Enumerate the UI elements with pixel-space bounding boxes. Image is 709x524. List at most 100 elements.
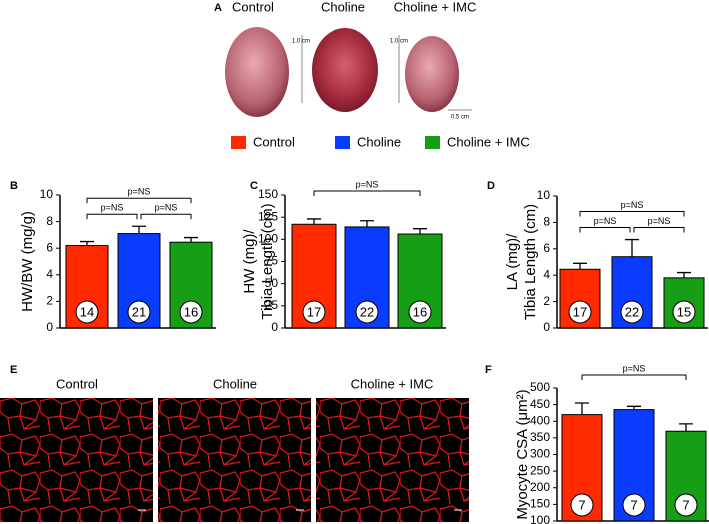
error-bar [677, 271, 691, 278]
y-tick-label: 125 [258, 209, 278, 223]
panel-label: D [487, 180, 495, 192]
y-tick-label: 450 [530, 397, 550, 411]
n-badge [674, 493, 698, 517]
n-badge [568, 300, 592, 324]
n-badge [127, 300, 151, 324]
n-label: 7 [682, 497, 689, 512]
y-tick-label: 25 [265, 298, 279, 312]
y-tick-label: 500 [530, 380, 550, 394]
image-label: Choline [321, 0, 365, 14]
micrograph [316, 398, 469, 522]
error-bar [575, 402, 589, 415]
error-bar [132, 225, 146, 234]
image-label: Control [232, 0, 274, 14]
heart-image [312, 28, 378, 112]
y-tick-label: 150 [258, 187, 278, 201]
n-label: 15 [677, 304, 691, 319]
y-axis-label: HW (mg)/ [241, 229, 258, 294]
image-label: Choline [213, 376, 257, 391]
error-bar [679, 423, 693, 432]
significance-bracket [579, 211, 685, 217]
significance-label: p=NS [621, 200, 644, 210]
y-tick-label: 8 [46, 214, 53, 228]
significance-label: p=NS [648, 216, 671, 226]
panel-a: A Control Choline Choline + IMC 1.0 cm 1… [214, 0, 476, 121]
micrograph [158, 398, 311, 522]
scale-label: 0.5 cm [451, 115, 469, 121]
error-bar [625, 238, 639, 257]
legend-swatch [335, 136, 350, 149]
significance-label: p=NS [594, 216, 617, 226]
y-tick-label: 350 [530, 430, 550, 444]
bar-chart: D LA (mg)/Tibia Length (cm) 0 2 4 6 8 10 17 22 15 p… [487, 180, 708, 334]
panel-label: F [485, 364, 492, 376]
bar-chart: B HW/BW (mg/g) 0 2 4 6 8 10 14 21 16 p=NS p=NS p=NS [10, 180, 216, 334]
y-axis-label: Myocyte CSA (μm²) [514, 389, 531, 519]
y-tick-label: 10 [537, 188, 551, 202]
error-bar [80, 240, 94, 246]
y-tick-label: 4 [46, 267, 53, 281]
n-badge [570, 493, 594, 517]
n-label: 17 [307, 304, 321, 319]
n-label: 17 [573, 304, 587, 319]
panel-e: E Control Choline Choline + IMC [0, 364, 469, 522]
legend-swatch [231, 136, 246, 149]
significance-bracket [581, 374, 687, 380]
n-label: 22 [625, 304, 639, 319]
n-label: 16 [184, 304, 198, 319]
n-badge [179, 300, 203, 324]
y-tick-label: 2 [543, 294, 550, 308]
y-tick-label: 400 [530, 413, 550, 427]
image-label: Choline + IMC [351, 376, 434, 391]
y-tick-label: 4 [543, 267, 550, 281]
y-tick-label: 8 [543, 215, 550, 229]
y-tick-label: 0 [271, 320, 278, 334]
y-tick-label: 50 [265, 276, 279, 290]
significance-bracket [86, 213, 138, 220]
y-tick-label: 200 [530, 480, 550, 494]
heart-image [225, 27, 289, 117]
legend-label: Choline + IMC [447, 134, 530, 149]
n-label: 22 [360, 304, 374, 319]
y-axis-label: Tibia Length (cm) [259, 203, 276, 319]
micrograph [0, 398, 153, 522]
y-tick-label: 100 [530, 513, 550, 524]
y-tick-label: 300 [530, 447, 550, 461]
significance-label: p=NS [101, 203, 124, 213]
panel-label: E [10, 364, 17, 376]
legend-label: Choline [357, 134, 401, 149]
y-tick-label: 0 [543, 320, 550, 334]
bar [613, 409, 655, 522]
legend: Control Choline Choline + IMC [231, 134, 530, 149]
n-label: 14 [80, 304, 94, 319]
panel-label: A [214, 2, 222, 14]
bar-chart: F Myocyte CSA (μm²)100 150 200 250 300 350 400 4… [485, 363, 709, 524]
y-tick-label: 0 [46, 320, 53, 334]
error-bar [627, 405, 641, 410]
n-badge [302, 300, 326, 324]
significance-bracket [86, 197, 192, 204]
y-tick-label: 10 [40, 187, 54, 201]
n-badge [672, 300, 696, 324]
panel-label: B [10, 180, 18, 192]
significance-bracket [313, 190, 421, 196]
n-label: 21 [132, 304, 146, 319]
bar-chart: C HW (mg)/Tibia Length (cm)0 25 50 75 100 125 1… [241, 179, 446, 334]
error-bar [573, 262, 587, 270]
y-tick-label: 6 [46, 240, 53, 254]
significance-bracket [633, 227, 685, 233]
error-bar [413, 228, 427, 235]
significance-label: p=NS [356, 179, 379, 189]
n-label: 7 [578, 497, 585, 512]
scale-label: 1.0 cm [390, 39, 408, 45]
error-bar [307, 218, 321, 225]
n-badge [408, 300, 432, 324]
panel-label: C [250, 180, 258, 192]
legend-label: Control [253, 134, 295, 149]
image-label: Control [56, 376, 98, 391]
y-tick-label: 75 [265, 254, 279, 268]
y-tick-label: 100 [258, 232, 278, 246]
n-label: 7 [630, 497, 637, 512]
y-axis-label: Tibia Length (cm) [522, 204, 539, 320]
